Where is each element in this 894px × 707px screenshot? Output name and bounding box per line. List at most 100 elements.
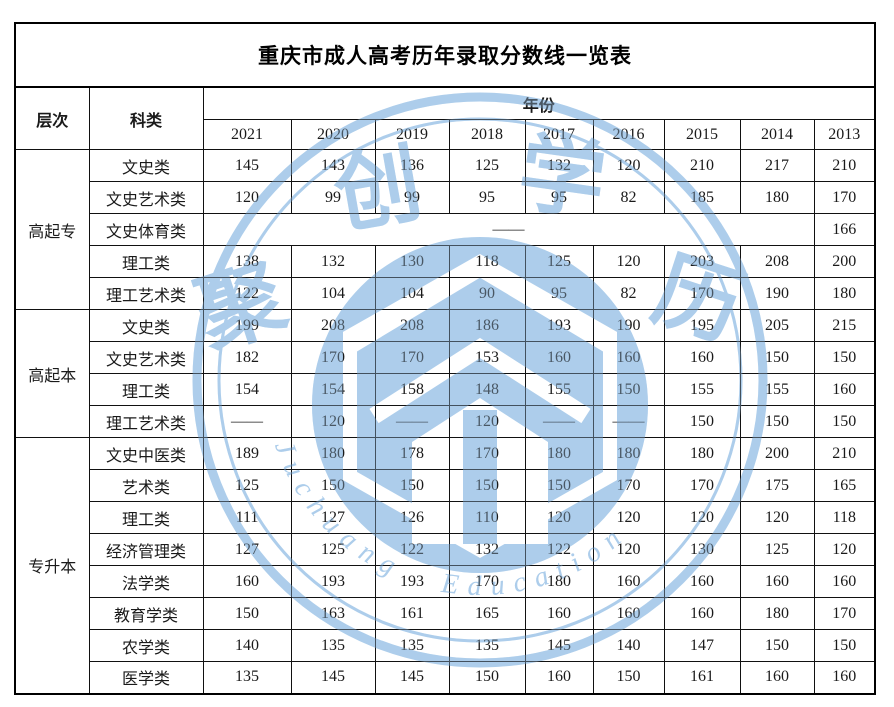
score-cell: 150 — [739, 405, 815, 438]
score-cell: 160 — [663, 597, 741, 630]
category-cell: 经济管理类 — [88, 533, 204, 566]
score-cell: 161 — [663, 661, 741, 694]
score-cell: 135 — [374, 629, 450, 662]
category-cell: 文史类 — [88, 309, 204, 342]
score-cell: 127 — [202, 533, 292, 566]
score-cell: 95 — [524, 181, 594, 214]
year-column-header: 2013 — [813, 119, 876, 150]
score-cell: 160 — [592, 565, 665, 598]
score-cell: 120 — [739, 501, 815, 534]
category-cell: 文史艺术类 — [88, 181, 204, 214]
level-cell: 高起专 — [14, 149, 90, 310]
score-cell: 143 — [290, 149, 376, 182]
category-cell: 文史中医类 — [88, 437, 204, 470]
category-cell: 文史类 — [88, 149, 204, 182]
score-cell: 120 — [524, 501, 594, 534]
score-cell: 148 — [448, 373, 526, 406]
score-cell: 120 — [202, 181, 292, 214]
score-cell: 120 — [592, 149, 665, 182]
score-cell: 190 — [592, 309, 665, 342]
score-cell: 210 — [813, 437, 876, 470]
title-row: 重庆市成人高考历年录取分数线一览表 — [14, 22, 876, 88]
score-cell: 205 — [739, 309, 815, 342]
score-cell: 125 — [202, 469, 292, 502]
score-cell: 160 — [524, 661, 594, 694]
score-cell: 111 — [202, 501, 292, 534]
score-cell: 118 — [448, 245, 526, 278]
table-row: 农学类 140 135 135 135 145 140 147 150 150 — [15, 629, 876, 662]
score-cell: 160 — [663, 565, 741, 598]
score-cell: 208 — [374, 309, 450, 342]
score-cell: 160 — [202, 565, 292, 598]
score-cell: 170 — [813, 181, 876, 214]
category-cell: 法学类 — [88, 565, 204, 598]
score-cell: 95 — [448, 181, 526, 214]
score-cell: 180 — [290, 437, 376, 470]
year-column-header: 2015 — [663, 119, 741, 150]
score-cell: 120 — [448, 405, 526, 438]
score-cell: 170 — [290, 341, 376, 374]
score-cell: 145 — [524, 629, 594, 662]
level-cell: 高起本 — [14, 309, 90, 438]
year-column-header: 2017 — [524, 119, 594, 150]
score-cell: 200 — [739, 437, 815, 470]
score-cell: 150 — [739, 629, 815, 662]
score-cell: 160 — [813, 661, 876, 694]
score-cell: 125 — [290, 533, 376, 566]
score-cell: 160 — [592, 341, 665, 374]
category-cell: 医学类 — [88, 661, 204, 694]
score-cell: 180 — [663, 437, 741, 470]
category-cell: 艺术类 — [88, 469, 204, 502]
score-cell: 150 — [290, 469, 376, 502]
score-cell: 193 — [524, 309, 594, 342]
score-cell: 82 — [592, 181, 665, 214]
score-cell: 150 — [813, 629, 876, 662]
level-cell: 专升本 — [14, 437, 90, 694]
score-cell: 175 — [739, 469, 815, 502]
score-cell: 104 — [290, 277, 376, 310]
score-cell: 165 — [813, 469, 876, 502]
score-cell: 199 — [202, 309, 292, 342]
score-cell: 161 — [374, 597, 450, 630]
score-cell: 155 — [524, 373, 594, 406]
score-cell: 170 — [592, 469, 665, 502]
score-cell: 120 — [290, 405, 376, 438]
score-cell: 182 — [202, 341, 292, 374]
page-title: 重庆市成人高考历年录取分数线一览表 — [14, 22, 876, 88]
score-cell: 190 — [739, 277, 815, 310]
table-row: 理工类138132130118125120203208200 — [15, 245, 876, 278]
score-cell: 180 — [739, 597, 815, 630]
table-row: 高起本文史类199208208186193190195205215 — [14, 309, 876, 438]
year-column-header: 2020 — [290, 119, 376, 150]
score-cell: 150 — [739, 341, 815, 374]
score-cell: 135 — [290, 629, 376, 662]
score-cell: 150 — [813, 405, 876, 438]
year-column-header: 2019 — [374, 119, 450, 150]
score-cell: 132 — [524, 149, 594, 182]
score-cell: 186 — [448, 309, 526, 342]
score-cell: 160 — [524, 341, 594, 374]
table-row: 医学类 135 145 145 150 160 150 161 160 160 — [15, 661, 876, 694]
score-cell: 208 — [290, 309, 376, 342]
score-cell: 203 — [663, 245, 741, 278]
score-cell: 163 — [290, 597, 376, 630]
merged-dash-cell: —— — [202, 213, 815, 246]
score-cell: 150 — [813, 341, 876, 374]
score-cell: 155 — [739, 373, 815, 406]
score-cell: 150 — [448, 661, 526, 694]
score-cell: 110 — [448, 501, 526, 534]
score-cell: 130 — [663, 533, 741, 566]
year-column-header: 2018 — [448, 119, 526, 150]
score-cell: 170 — [448, 565, 526, 598]
score-cell: 210 — [663, 149, 741, 182]
score-cell: 193 — [374, 565, 450, 598]
year-column-header: 2016 — [592, 119, 665, 150]
score-cell: 138 — [202, 245, 292, 278]
score-cell: 180 — [524, 437, 594, 470]
score-cell: 160 — [813, 565, 876, 598]
score-cell: 118 — [813, 501, 876, 534]
table-row: 理工艺术类 —— 120 —— 120 —— —— 150 150 150 — [15, 405, 876, 438]
score-cell: 166 — [813, 213, 876, 246]
score-cell: 120 — [592, 501, 665, 534]
score-cell: 160 — [813, 373, 876, 406]
